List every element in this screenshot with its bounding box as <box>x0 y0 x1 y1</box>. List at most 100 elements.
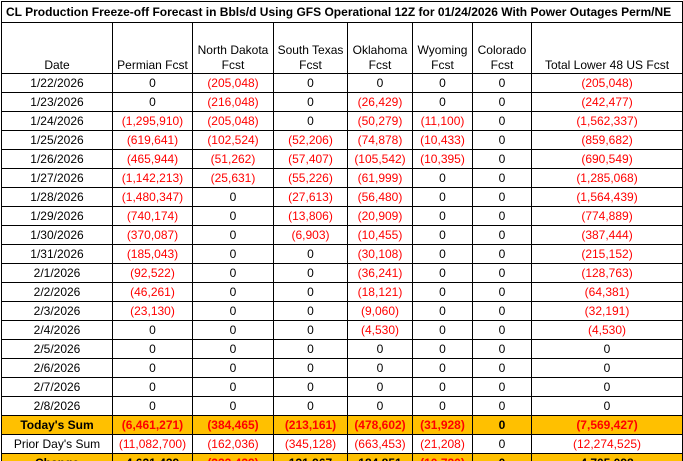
column-header: Permian Fcst <box>112 22 193 74</box>
summary-row: Today's Sum (6,461,271) (384,465) (213,161)… <box>1 415 683 435</box>
cell: (690,549) <box>530 149 683 169</box>
cell: 0 <box>347 339 413 359</box>
cell: (1,295,910) <box>112 111 193 131</box>
cell: (387,444) <box>530 225 683 245</box>
row-label: 2/6/2026 <box>1 358 113 378</box>
column-header: South Texas Fcst <box>273 22 348 74</box>
cell: 0 <box>412 263 473 283</box>
cell: (11,100) <box>412 111 473 131</box>
cell: (32,191) <box>530 301 683 321</box>
cell: 0 <box>112 358 193 378</box>
cell: 0 <box>412 320 473 340</box>
row-label: Change <box>1 453 113 461</box>
data-row: 2/7/2026 0 0 0 0 0 0 0 <box>1 377 683 397</box>
cell: 0 <box>273 377 348 397</box>
cell: 0 <box>192 301 274 321</box>
row-label: 1/24/2026 <box>1 111 113 131</box>
cell: (56,480) <box>347 187 413 207</box>
cell: 0 <box>112 339 193 359</box>
cell: (13,806) <box>273 206 348 226</box>
row-label: 1/31/2026 <box>1 244 113 264</box>
title: CL Production Freeze-off Forecast in Bbl… <box>0 1 683 23</box>
cell: (21,208) <box>412 434 473 454</box>
cell: 0 <box>192 377 274 397</box>
row-label: 1/23/2026 <box>1 92 113 112</box>
cell: (478,602) <box>347 415 413 435</box>
cell: (10,455) <box>347 225 413 245</box>
cell: (205,048) <box>192 73 274 93</box>
data-row: 2/8/2026 0 0 0 0 0 0 0 <box>1 396 683 416</box>
cell: (64,381) <box>530 282 683 302</box>
data-row: 1/25/2026 (619,641) (102,524) (52,206) (74,8… <box>1 130 683 150</box>
cell: 0 <box>273 320 348 340</box>
cell: 0 <box>472 206 532 226</box>
cell: 0 <box>472 92 532 112</box>
cell: 0 <box>273 73 348 93</box>
cell: (1,562,337) <box>530 111 683 131</box>
cell: 0 <box>273 263 348 283</box>
cell: (663,453) <box>347 434 413 454</box>
cell: (1,285,068) <box>530 168 683 188</box>
cell: (205,048) <box>530 73 683 93</box>
cell: 0 <box>192 320 274 340</box>
cell: (774,889) <box>530 206 683 226</box>
cell: 0 <box>192 263 274 283</box>
row-label: 2/4/2026 <box>1 320 113 340</box>
cell: (6,903) <box>273 225 348 245</box>
cell: (128,763) <box>530 263 683 283</box>
cell: 0 <box>273 282 348 302</box>
cell: 0 <box>192 244 274 264</box>
header-row: Date Permian Fcst North Dakota Fcst South T… <box>1 22 683 74</box>
cell: 0 <box>412 206 473 226</box>
cell: (26,429) <box>347 92 413 112</box>
cell: 0 <box>412 187 473 207</box>
data-row: 2/4/2026 0 0 0 (4,530) 0 0 (4,530) <box>1 320 683 340</box>
cell: (384,465) <box>192 415 274 435</box>
cell: (859,682) <box>530 130 683 150</box>
column-header: Colorado Fcst <box>472 22 532 74</box>
cell: 0 <box>347 396 413 416</box>
cell: (25,631) <box>192 168 274 188</box>
cell: 0 <box>112 73 193 93</box>
summary-row: Change4,621,429(222,429)131,967184,851(1… <box>1 453 683 461</box>
cell: 0 <box>472 187 532 207</box>
cell: 0 <box>472 282 532 302</box>
cell: 0 <box>472 111 532 131</box>
cell: 0 <box>112 377 193 397</box>
cell: 0 <box>472 263 532 283</box>
cell: (345,128) <box>273 434 348 454</box>
data-row: 1/30/2026 (370,087) 0 (6,903) (10,455) 0 0 (387… <box>1 225 683 245</box>
cell: 131,967 <box>273 453 348 461</box>
cell: 0 <box>192 358 274 378</box>
cell: 0 <box>347 73 413 93</box>
cell: (50,279) <box>347 111 413 131</box>
cell: 0 <box>530 358 683 378</box>
cell: (6,461,271) <box>112 415 193 435</box>
row-label: 2/7/2026 <box>1 377 113 397</box>
cell: 0 <box>530 339 683 359</box>
cell: 0 <box>192 396 274 416</box>
cell: 0 <box>192 206 274 226</box>
row-label: 1/27/2026 <box>1 168 113 188</box>
data-row: 1/27/2026 (1,142,213) (25,631) (55,226) (61,… <box>1 168 683 188</box>
cell: 0 <box>472 149 532 169</box>
data-row: 2/6/2026 0 0 0 0 0 0 0 <box>1 358 683 378</box>
column-header: North Dakota Fcst <box>192 22 274 74</box>
summary-row: Prior Day's Sum (11,082,700) (162,036) (345… <box>1 434 683 454</box>
row-label: 1/22/2026 <box>1 73 113 93</box>
column-header: Wyoming Fcst <box>412 22 473 74</box>
cell: 0 <box>472 396 532 416</box>
data-row: 1/23/2026 0 (216,048) 0 (26,429) 0 0 (242,477) <box>1 92 683 112</box>
column-header: Oklahoma Fcst <box>347 22 413 74</box>
cell: 0 <box>412 301 473 321</box>
cell: 0 <box>472 73 532 93</box>
cell: (9,060) <box>347 301 413 321</box>
cell: (20,909) <box>347 206 413 226</box>
cell: (105,542) <box>347 149 413 169</box>
data-row: 1/28/2026 (1,480,347) 0 (27,613) (56,480) 0 0(… <box>1 187 683 207</box>
cell: 0 <box>273 396 348 416</box>
cell: (92,522) <box>112 263 193 283</box>
cell: (102,524) <box>192 130 274 150</box>
